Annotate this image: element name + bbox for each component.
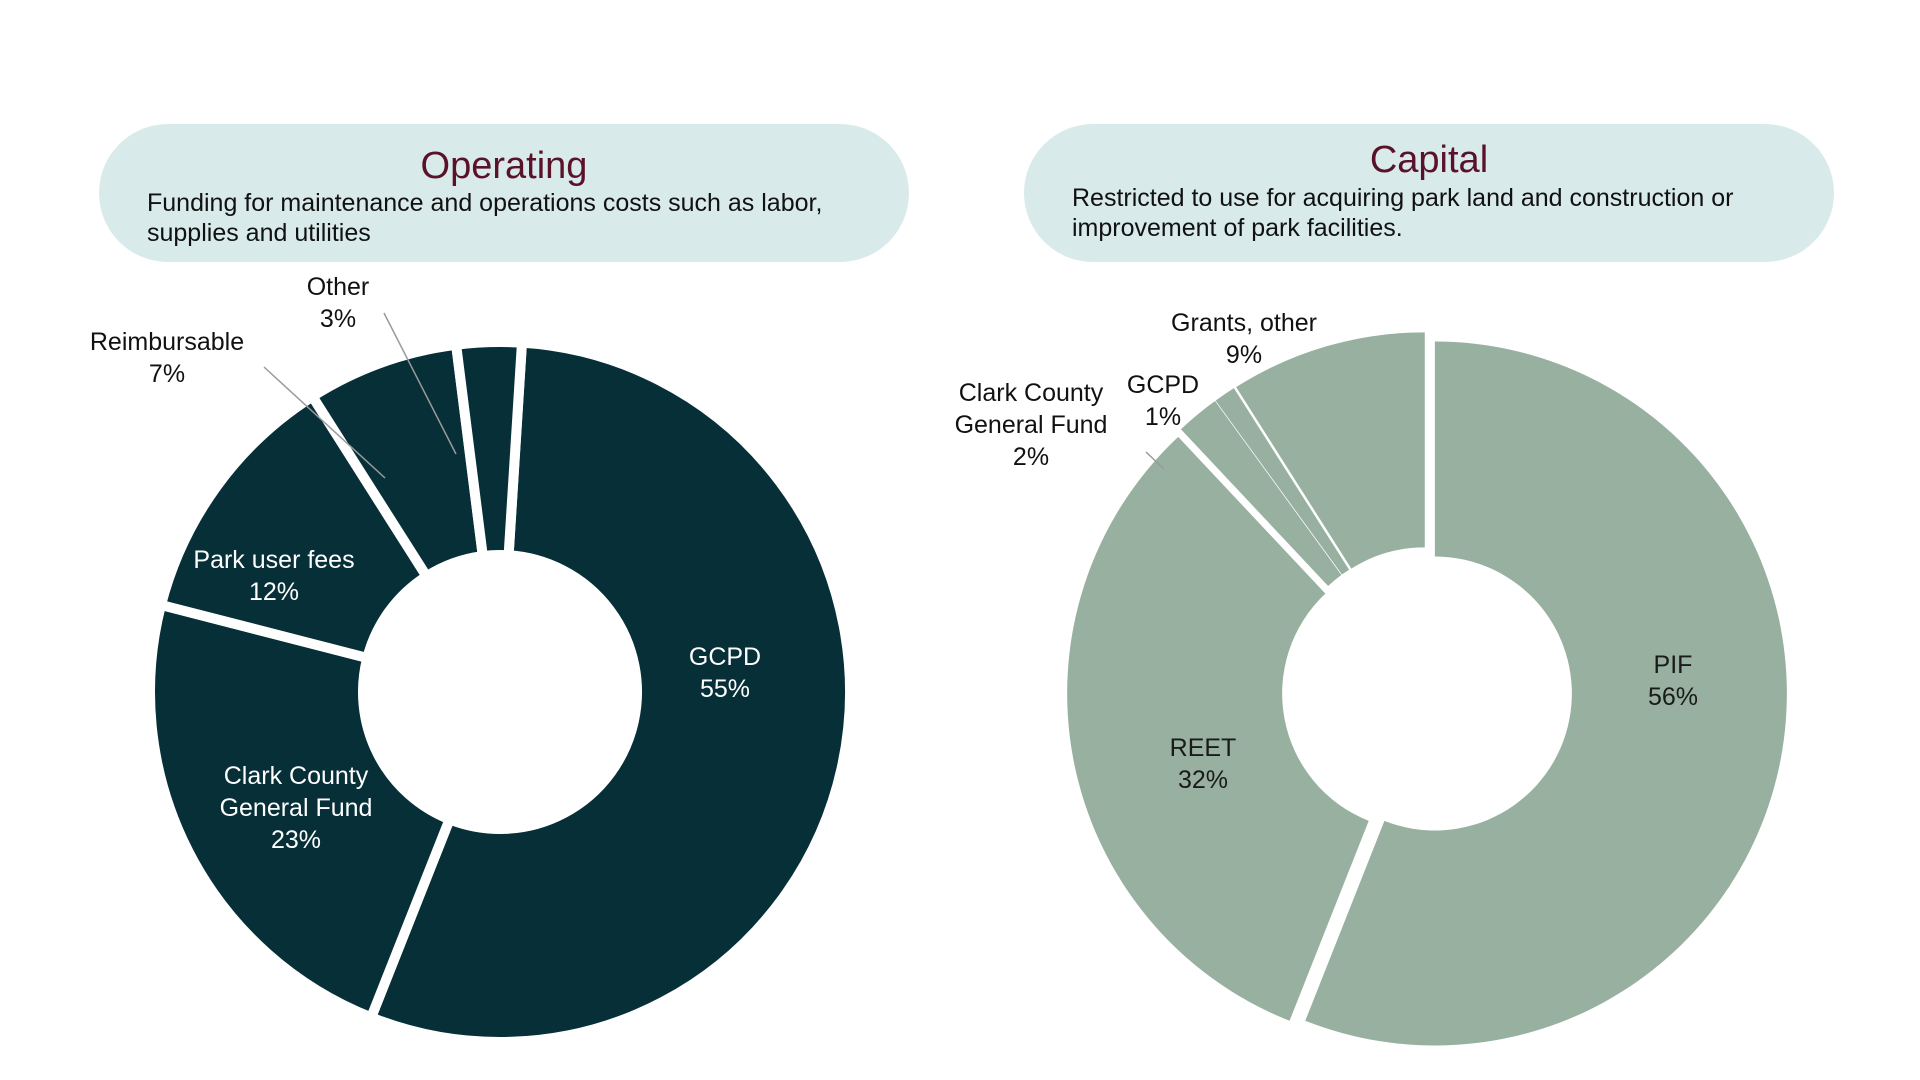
slice-grants-other (1236, 332, 1425, 569)
capital-description: Restricted to use for acquiring park lan… (1072, 184, 1734, 242)
leader-line-other (383, 312, 457, 455)
slice-clark-county-general-fund (145, 598, 457, 1024)
capital-donut-chart: PIF 56% REET 32% Clark County General Fund 2% G… (955, 309, 1787, 1046)
value-label: 9% (1226, 341, 1262, 369)
slice-park-user-fees (154, 389, 434, 665)
category-label: PIF (1654, 651, 1693, 679)
slice-clark-county-general-fund (1180, 401, 1342, 586)
value-label: 12% (249, 578, 299, 606)
operating-header: Operating Funding for maintenance and op… (99, 124, 909, 262)
label-clark-county-general-fund: Clark County General Fund 23% (220, 762, 373, 854)
category-label: Park user fees (193, 546, 354, 574)
value-label: 1% (1145, 403, 1181, 431)
category-label: Reimbursable (90, 328, 244, 356)
value-label: 2% (1013, 443, 1049, 471)
category-label: General Fund (220, 794, 373, 822)
category-label: Clark County (224, 762, 369, 790)
label-reimbursable: Reimbursable 7% (90, 328, 244, 388)
category-label: Grants, other (1171, 309, 1317, 337)
label-pif: PIF 56% (1648, 651, 1698, 711)
operating-donut-chart: GCPD 55% Clark County General Fund 23% Park u… (90, 273, 856, 1047)
value-label: 23% (271, 826, 321, 854)
operating-title: Operating (420, 145, 588, 187)
value-label: 3% (320, 305, 356, 333)
category-label: GCPD (1127, 371, 1199, 399)
category-label: GCPD (689, 643, 761, 671)
capital-header: Capital Restricted to use for acquiring … (1024, 124, 1834, 262)
slice-gcpd (364, 337, 856, 1047)
label-park-user-fees: Park user fees 12% (193, 546, 354, 606)
label-grants-other: Grants, other 9% (1171, 309, 1317, 369)
value-label: 7% (149, 360, 185, 388)
operating-description: Funding for maintenance and operations c… (147, 189, 823, 247)
value-label: 32% (1178, 766, 1228, 794)
value-label: 55% (700, 675, 750, 703)
leader-line-reimbursable (263, 366, 386, 479)
value-label: 56% (1648, 683, 1698, 711)
label-gcpd: GCPD 55% (689, 643, 761, 703)
capital-title: Capital (1369, 139, 1489, 181)
slice-gcpd (1215, 388, 1350, 575)
slice-pif (1305, 341, 1787, 1046)
slice-other (450, 337, 528, 562)
label-clark-county-general-fund: Clark County General Fund 2% (955, 379, 1108, 471)
label-reet: REET 32% (1170, 734, 1237, 794)
category-label: REET (1170, 734, 1237, 762)
label-other: Other 3% (307, 273, 370, 333)
category-label: Clark County (959, 379, 1104, 407)
leader-line-clark-county-general-fund (1145, 451, 1165, 470)
slice-reet (1067, 436, 1369, 1021)
category-label: General Fund (955, 411, 1108, 439)
category-label: Other (307, 273, 370, 301)
label-gcpd: GCPD 1% (1127, 371, 1199, 431)
